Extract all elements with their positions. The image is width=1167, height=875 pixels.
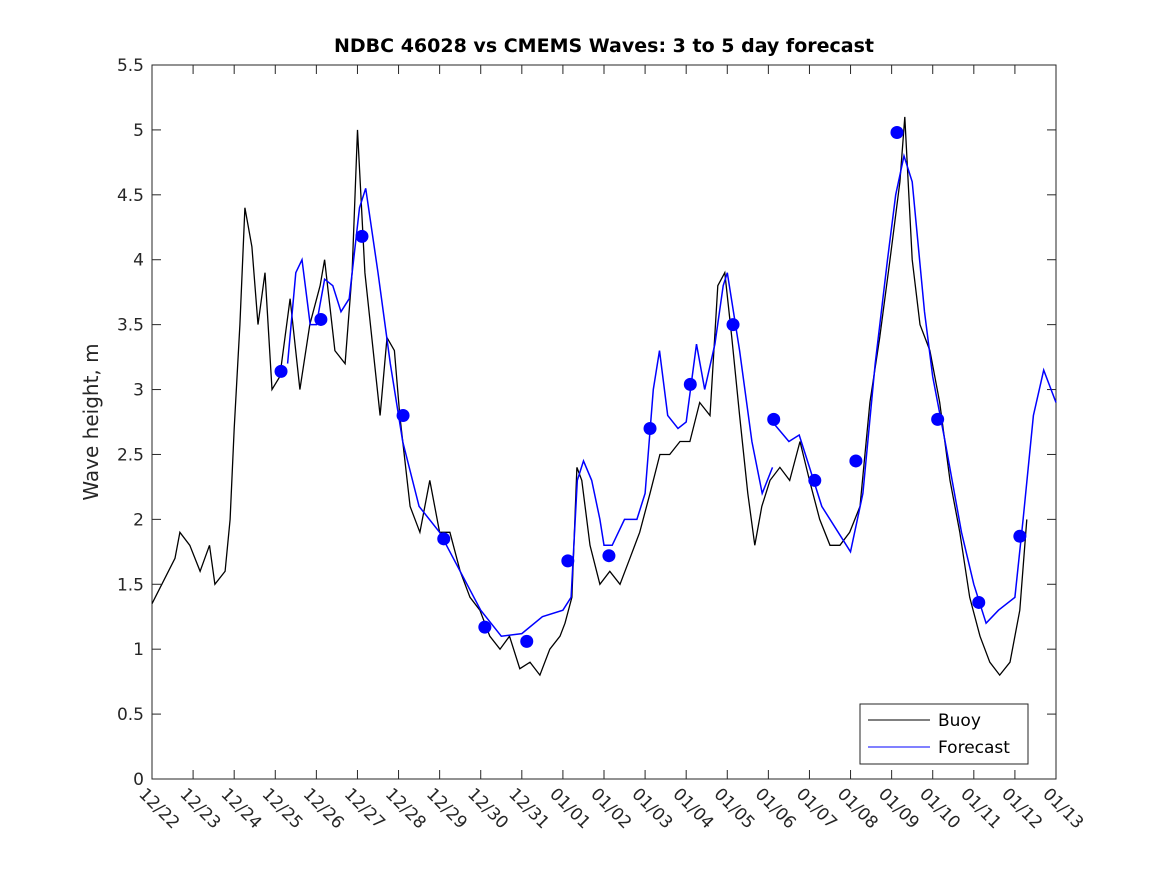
- x-tick-label: 01/11: [956, 784, 1005, 833]
- x-tick-label: 01/02: [586, 784, 635, 833]
- x-tick-label: 12/28: [381, 784, 430, 833]
- x-tick-label: 01/04: [669, 784, 718, 833]
- forecast-marker: [890, 126, 904, 140]
- y-tick-label: 2: [133, 510, 144, 530]
- x-tick-label: 01/06: [751, 784, 800, 833]
- y-tick-label: 4.5: [117, 186, 144, 206]
- forecast-marker: [274, 364, 288, 378]
- y-axis-label: Wave height, m: [79, 343, 103, 500]
- forecast-marker: [437, 532, 451, 546]
- x-tick-label: 12/30: [463, 784, 512, 833]
- forecast-marker: [849, 454, 863, 468]
- forecast-marker: [683, 377, 697, 391]
- x-tick-label: 01/03: [628, 784, 677, 833]
- forecast-marker: [602, 549, 616, 563]
- forecast-marker: [520, 634, 534, 648]
- x-tick-label: 01/08: [833, 784, 882, 833]
- x-tick-label: 12/24: [217, 784, 266, 833]
- y-tick-label: 1.5: [117, 575, 144, 595]
- y-tick-label: 0.5: [117, 705, 144, 725]
- y-tick-label: 5: [133, 121, 144, 141]
- forecast-line: [771, 152, 1057, 625]
- x-tick-label: 12/26: [299, 784, 348, 833]
- forecast-marker: [1013, 529, 1027, 543]
- y-tick-label: 3: [133, 381, 144, 401]
- x-tick-label: 01/05: [710, 784, 759, 833]
- legend: Buoy Forecast: [859, 703, 1029, 765]
- legend-label-forecast: Forecast: [938, 738, 1010, 758]
- y-tick-label: 0: [133, 770, 144, 790]
- x-tick-label: 01/13: [1038, 784, 1087, 833]
- y-tick-label: 1: [133, 640, 144, 660]
- legend-label-buoy: Buoy: [938, 711, 981, 731]
- y-tick-label: 5.5: [117, 56, 144, 76]
- forecast-marker: [767, 412, 781, 426]
- x-tick-label: 01/10: [915, 784, 964, 833]
- forecast-marker: [808, 473, 822, 487]
- forecast-line: [286, 188, 774, 637]
- legend-box: [859, 703, 1029, 765]
- x-tick-label: 12/31: [504, 784, 553, 833]
- x-tick-label: 12/25: [258, 784, 307, 833]
- chart-title: NDBC 46028 vs CMEMS Waves: 3 to 5 day fo…: [334, 35, 874, 57]
- x-tick-label: 01/01: [545, 784, 594, 833]
- forecast-marker: [643, 421, 657, 435]
- forecast-marker: [478, 620, 492, 634]
- y-tick-label: 4: [133, 251, 144, 271]
- x-tick-label: 01/09: [874, 784, 923, 833]
- y-tick-label: 3.5: [117, 316, 144, 336]
- y-tick-label: 2.5: [117, 445, 144, 465]
- x-tick-label: 12/22: [134, 784, 183, 833]
- x-tick-label: 12/27: [340, 784, 389, 833]
- x-tick-label: 12/23: [176, 784, 225, 833]
- x-tick-label: 12/29: [422, 784, 471, 833]
- forecast-marker: [972, 595, 986, 609]
- forecast-marker: [931, 412, 945, 426]
- x-tick-label: 01/12: [997, 784, 1046, 833]
- forecast-marker: [396, 409, 410, 423]
- forecast-marker: [726, 318, 740, 332]
- forecast-marker: [355, 229, 369, 243]
- forecast-marker: [314, 312, 328, 326]
- plot-area: [151, 64, 1057, 780]
- x-tick-label: 01/07: [792, 784, 841, 833]
- forecast-marker: [561, 554, 575, 568]
